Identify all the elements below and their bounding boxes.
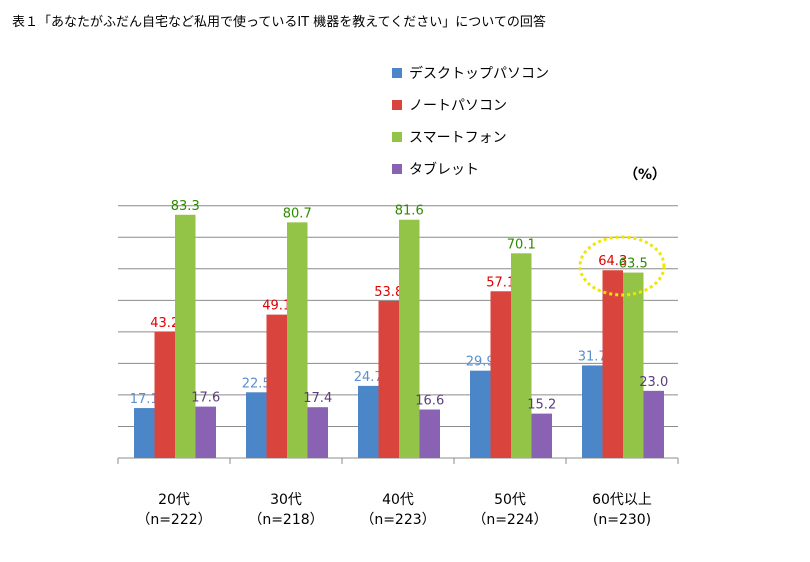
legend-label: ノートパソコン [409,98,507,114]
bar [643,390,664,458]
data-label: 63.5 [619,257,648,272]
bar [470,370,491,458]
bar [287,222,308,458]
bar [246,392,267,458]
tick-label: 50代 [494,492,526,508]
category-label: 40代 （n=223） [342,490,454,530]
chart-title: 表１「あなたがふだん自宅など私用で使っているIT 機器を教えてください」について… [12,15,546,30]
sample-size-label: （n=223） [360,512,436,528]
highlight-circle [578,235,666,297]
legend-item: スマートフォン [392,127,507,147]
tick-label: 40代 [382,492,414,508]
unit-label: （%） [624,167,667,183]
data-label: 17.1 [130,392,159,407]
legend-label: スマートフォン [409,130,507,146]
sample-size-label: （n=224） [472,512,548,528]
bar [419,409,440,458]
tick-label: 60代以上 [592,492,652,508]
legend-swatch [392,68,402,78]
data-label: 17.6 [191,391,220,406]
legend-item: ノートパソコン [392,95,507,115]
bar [307,407,328,458]
data-label: 23.0 [639,375,668,390]
bar [358,385,379,458]
sample-size-label: （n=222） [136,512,212,528]
category-label: 30代 （n=218） [230,490,342,530]
legend-swatch [392,132,402,142]
sample-size-label: (n=230) [592,512,652,528]
data-label: 81.6 [395,204,424,219]
legend-swatch [392,164,402,174]
bar [531,413,552,458]
bar [134,408,155,458]
data-label: 80.7 [283,206,312,221]
bar [490,291,511,458]
data-label: 70.1 [507,237,536,252]
bar [195,406,216,458]
tick-label: 30代 [270,492,302,508]
data-label: 64.3 [598,254,627,269]
bar [399,219,420,458]
bar [511,253,532,458]
category-label: 20代 （n=222） [118,490,230,530]
data-label: 15.2 [527,398,556,413]
tick-label: 20代 [158,492,190,508]
data-label: 43.2 [150,316,179,331]
data-label: 22.5 [242,376,271,391]
bar [154,331,175,458]
category-label: 60代以上 (n=230) [566,490,678,530]
legend-swatch [392,100,402,110]
data-label: 16.6 [415,394,444,409]
bar [266,314,287,458]
category-label: 50代 （n=224） [454,490,566,530]
data-label: 83.3 [171,199,200,214]
data-label: 49.1 [262,299,291,314]
bar [582,365,603,458]
data-label: 57.1 [486,275,515,290]
legend-item: タブレット [392,159,479,179]
data-label: 31.7 [578,349,607,364]
data-label: 53.8 [374,285,403,300]
legend-label: タブレット [409,162,479,178]
legend-label: デスクトップパソコン [409,66,549,82]
bar [602,270,623,458]
bar [378,300,399,458]
bar [623,272,644,458]
legend-item: デスクトップパソコン [392,63,549,83]
data-label: 29.9 [466,355,495,370]
data-label: 24.7 [354,370,383,385]
bar [175,214,196,458]
data-label: 17.4 [303,391,332,406]
sample-size-label: （n=218） [248,512,324,528]
